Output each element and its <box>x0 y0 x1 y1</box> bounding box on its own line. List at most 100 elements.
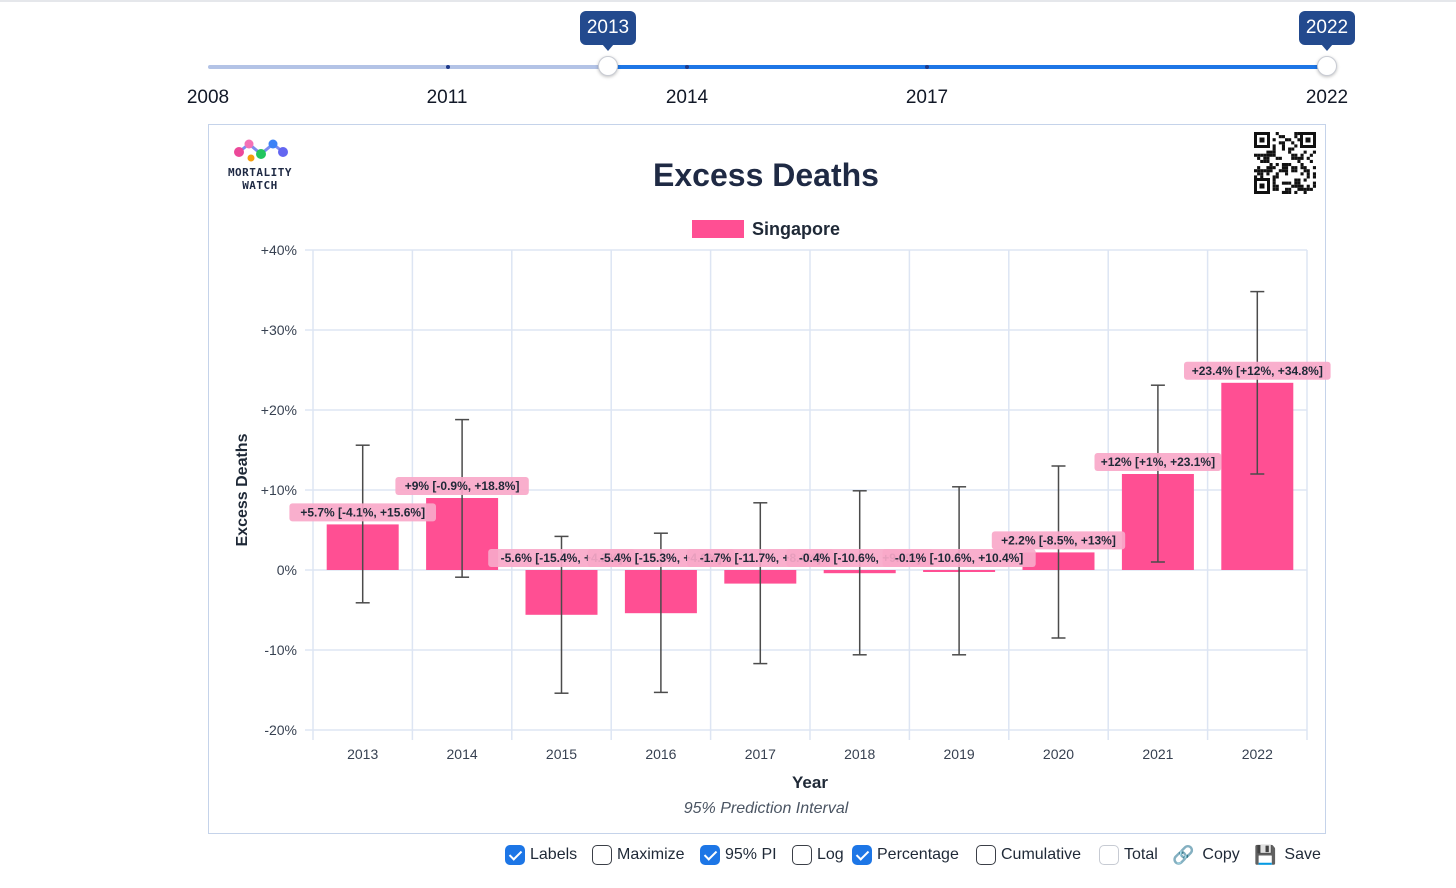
copy-button-label[interactable]: Copy <box>1202 846 1240 863</box>
slider-tick-dot <box>446 65 450 69</box>
pi-checkbox-label[interactable]: 95% PI <box>725 846 777 863</box>
qr-cell <box>1269 150 1273 154</box>
qr-cell <box>1288 187 1292 191</box>
checkbox-checked-icon[interactable] <box>505 845 525 865</box>
qr-cell <box>1278 141 1282 145</box>
year-range-slider[interactable]: 2013 2022 2008 2011 2014 2017 2022 <box>0 0 1456 115</box>
slider-to-tooltip: 2022 <box>1299 11 1355 51</box>
qr-cell <box>1303 178 1307 182</box>
slider-tick-label: 2022 <box>1305 87 1349 108</box>
x-axis-title: Year <box>792 773 828 792</box>
total-checkbox[interactable]: Total <box>1099 840 1158 870</box>
x-tick-label: 2019 <box>944 746 975 762</box>
qr-cell <box>1257 172 1261 176</box>
cumulative-checkbox[interactable]: Cumulative <box>976 840 1081 870</box>
axes: +40% +30% +20% +10% 0% -10% -20% 2013 2014 2015 20… <box>261 242 1273 762</box>
slider-track-selected[interactable] <box>608 65 1327 69</box>
y-tick-label: -20% <box>264 722 297 738</box>
qr-cell <box>1306 169 1310 173</box>
qr-cell <box>1281 135 1285 139</box>
qr-cell <box>1294 144 1298 148</box>
checkbox-unchecked-icon[interactable] <box>1099 845 1119 865</box>
save-button-label[interactable]: Save <box>1284 846 1321 863</box>
legend-label[interactable]: Singapore <box>752 219 840 239</box>
qr-cell <box>1275 163 1279 167</box>
qr-cell <box>1281 163 1285 167</box>
qr-cell <box>1260 169 1264 173</box>
qr-cell <box>1278 135 1282 139</box>
labels-checkbox[interactable]: Labels <box>505 840 577 870</box>
y-axis-title: Excess Deaths <box>234 433 251 546</box>
total-checkbox-label[interactable]: Total <box>1124 846 1158 863</box>
qr-cell <box>1291 147 1295 151</box>
percentage-checkbox[interactable]: Percentage <box>852 840 959 870</box>
qr-cell <box>1297 181 1301 185</box>
qr-cell <box>1300 166 1304 170</box>
slider-from-handle[interactable] <box>598 56 618 76</box>
chart-footnote: 95% Prediction Interval <box>684 800 849 817</box>
qr-cell <box>1312 166 1316 170</box>
pi-checkbox[interactable]: 95% PI <box>700 840 777 870</box>
qr-code-icon[interactable] <box>1252 130 1318 196</box>
x-tick-label: 2016 <box>645 746 676 762</box>
qr-cell <box>1303 150 1307 154</box>
log-checkbox-label[interactable]: Log <box>817 846 844 863</box>
checkbox-unchecked-icon[interactable] <box>976 845 996 865</box>
labels-checkbox-label[interactable]: Labels <box>530 846 578 863</box>
checkbox-checked-icon[interactable] <box>852 845 872 865</box>
legend-swatch[interactable] <box>692 220 744 238</box>
log-checkbox[interactable]: Log <box>792 840 844 870</box>
qr-cell <box>1272 181 1276 185</box>
qr-cell <box>1294 184 1298 188</box>
data-label: +23.4% [+12%, +34.8%] <box>1192 364 1323 378</box>
qr-cell <box>1297 156 1301 160</box>
qr-cell <box>1272 144 1276 148</box>
qr-cell <box>1266 156 1270 160</box>
checkbox-unchecked-icon[interactable] <box>792 845 812 865</box>
qr-cell <box>1266 150 1270 154</box>
qr-cell <box>1278 169 1282 173</box>
maximize-checkbox[interactable]: Maximize <box>592 840 685 870</box>
qr-cell <box>1272 184 1276 188</box>
qr-cell <box>1266 169 1270 173</box>
percentage-checkbox-label[interactable]: Percentage <box>877 846 959 863</box>
qr-cell <box>1263 169 1267 173</box>
qr-cell <box>1306 156 1310 160</box>
save-button[interactable]: 💾 Save <box>1254 840 1321 870</box>
qr-cell <box>1260 172 1264 176</box>
qr-cell <box>1266 166 1270 170</box>
qr-cell <box>1303 187 1307 191</box>
qr-cell <box>1288 150 1292 154</box>
checkbox-checked-icon[interactable] <box>700 845 720 865</box>
y-tick-label: +10% <box>261 482 297 498</box>
qr-cell <box>1303 166 1307 170</box>
checkbox-unchecked-icon[interactable] <box>592 845 612 865</box>
cumulative-checkbox-label[interactable]: Cumulative <box>1001 846 1082 863</box>
slider-track-inactive[interactable] <box>208 65 608 69</box>
copy-button[interactable]: 🔗 Copy <box>1172 840 1240 870</box>
qr-cell <box>1269 153 1273 157</box>
qr-cell <box>1306 184 1310 188</box>
qr-cell <box>1257 156 1261 160</box>
qr-cell <box>1257 153 1261 157</box>
data-label: -0.1% [-10.6%, +10.4%] <box>895 551 1023 565</box>
qr-cell <box>1300 156 1304 160</box>
qr-cell <box>1281 166 1285 170</box>
y-tick-label: 0% <box>277 562 297 578</box>
qr-cell <box>1272 178 1276 182</box>
data-label: +9% [-0.9%, +18.8%] <box>405 479 520 493</box>
qr-cell <box>1306 187 1310 191</box>
maximize-checkbox-label[interactable]: Maximize <box>617 846 685 863</box>
qr-cell <box>1294 181 1298 185</box>
y-tick-label: +30% <box>261 322 297 338</box>
qr-cell <box>1281 169 1285 173</box>
qr-cell <box>1257 166 1261 170</box>
qr-cell <box>1266 159 1270 163</box>
qr-cell <box>1300 163 1304 167</box>
qr-cell <box>1266 153 1270 157</box>
qr-cell <box>1269 163 1273 167</box>
logo-wordmark: MORTALITY WATCH <box>216 166 304 192</box>
qr-cell <box>1312 172 1316 176</box>
slider-to-handle[interactable] <box>1317 56 1337 76</box>
